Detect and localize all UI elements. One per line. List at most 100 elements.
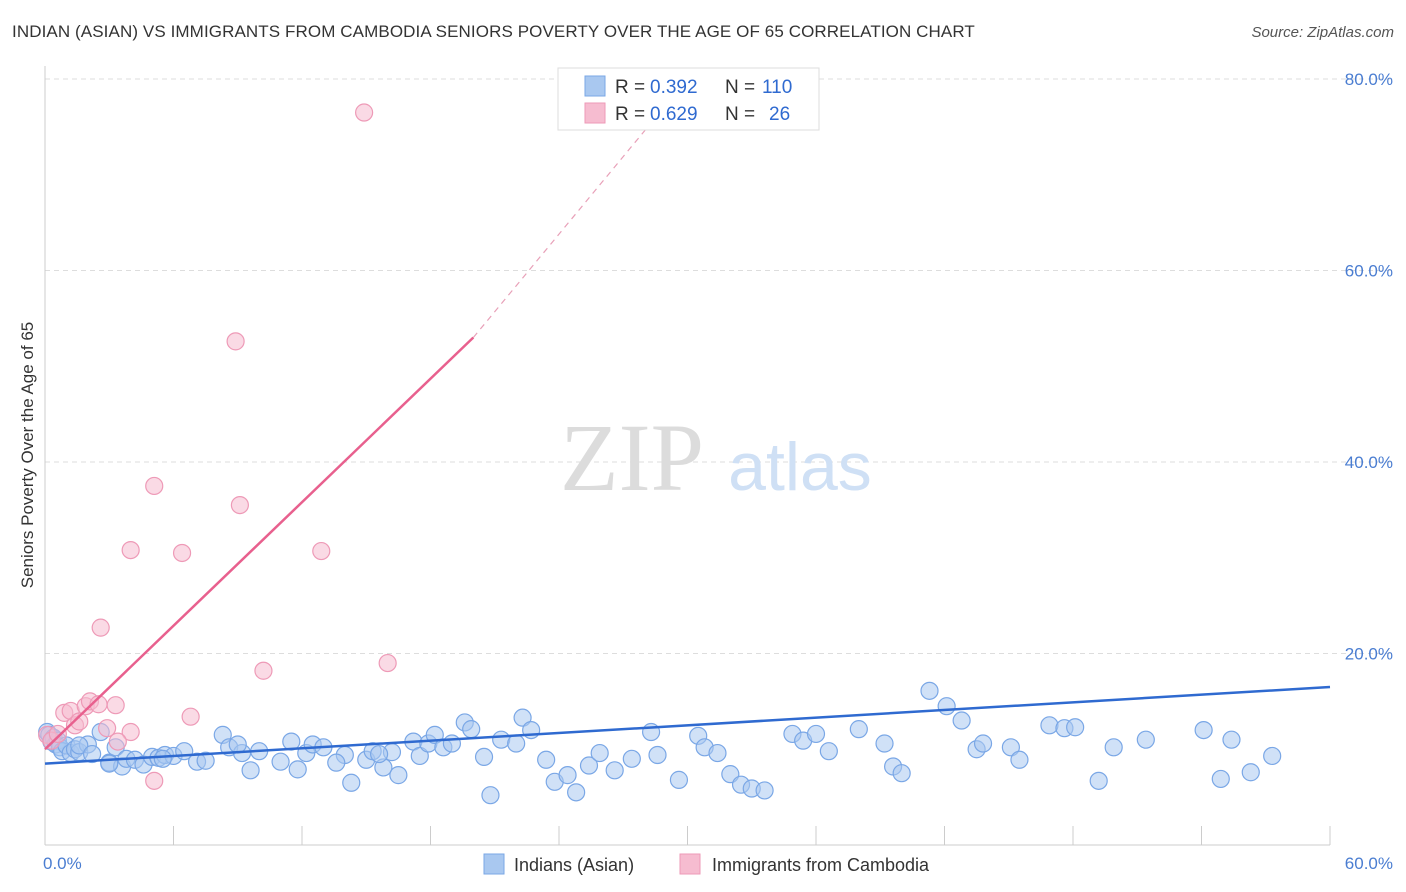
data-point-indians [1066, 718, 1085, 737]
legend-r-value-1: 0.392 [650, 77, 698, 98]
data-point-indians [579, 756, 599, 775]
bottom-legend: Indians (Asian) Immigrants from Cambodia [483, 853, 930, 875]
data-point-indians [370, 744, 389, 764]
data-point-indians [410, 746, 429, 766]
bottom-legend-swatch-pink [679, 853, 701, 875]
legend-n-label-2: N = [725, 104, 755, 125]
data-point-indians [952, 711, 971, 730]
data-point-indians [228, 735, 247, 754]
data-point-indians [849, 720, 868, 739]
data-point-indians [605, 761, 624, 780]
data-point-indians [481, 786, 500, 805]
data-point-indians [507, 734, 526, 753]
axes [44, 66, 1331, 846]
tick-labels: 20.0% 40.0% 60.0% 80.0% 0.0% 60.0% [43, 70, 1393, 873]
data-point-indians [648, 745, 667, 765]
data-point-cambodia [254, 661, 273, 680]
data-point-indians [537, 750, 556, 769]
data-point-indians [558, 766, 577, 785]
legend-n-label-1: N = [725, 77, 755, 98]
watermark-zip: ZIP [560, 404, 704, 511]
legend-r-value-2: 0.629 [650, 104, 698, 125]
data-point-cambodia [98, 719, 117, 738]
data-point-indians [819, 742, 838, 761]
x-tick-label: 60.0% [1345, 854, 1393, 873]
x-tick-label: 0.0% [43, 854, 82, 873]
data-point-cambodia [355, 103, 374, 122]
data-point-indians [622, 749, 641, 768]
data-point-indians [920, 681, 939, 700]
data-point-indians [492, 730, 511, 749]
legend-r-label-2: R = [615, 104, 645, 125]
data-point-indians [1001, 738, 1020, 757]
data-point-indians [806, 724, 826, 744]
data-point-indians [973, 734, 993, 753]
data-point-indians [755, 781, 774, 800]
data-point-indians [875, 734, 894, 753]
data-point-indians [1010, 750, 1029, 769]
data-point-indians [196, 751, 215, 770]
data-point-indians [442, 734, 462, 753]
data-point-indians [1222, 730, 1241, 749]
data-point-indians [1263, 746, 1282, 766]
data-point-indians [892, 764, 911, 783]
data-point-indians [1241, 763, 1260, 782]
trend-line-cambodia [44, 336, 475, 751]
data-point-cambodia [312, 541, 331, 561]
data-point-indians [83, 744, 102, 764]
y-tick-label: 80.0% [1345, 70, 1393, 89]
data-point-indians [1211, 769, 1230, 789]
data-point-indians [70, 736, 89, 755]
data-point-cambodia [230, 495, 249, 515]
data-point-cambodia [48, 724, 67, 744]
y-tick-label: 40.0% [1345, 453, 1393, 472]
series-cambodia [38, 103, 397, 790]
data-point-cambodia [181, 707, 200, 726]
data-point-indians [1104, 738, 1123, 757]
legend-swatch-blue [584, 75, 606, 97]
data-point-cambodia [70, 712, 89, 731]
data-point-cambodia [91, 618, 110, 637]
data-point-indians [241, 761, 260, 780]
data-point-indians [1136, 730, 1155, 749]
watermark: ZIP atlas [560, 404, 872, 511]
data-point-indians [1089, 771, 1108, 790]
y-axis-label: Seniors Poverty Over the Age of 65 [18, 322, 37, 588]
data-point-cambodia [106, 696, 125, 715]
chart-title: INDIAN (ASIAN) VS IMMIGRANTS FROM CAMBOD… [12, 22, 975, 41]
legend-r-label-1: R = [615, 77, 645, 98]
data-point-cambodia [172, 543, 192, 563]
data-point-indians [1194, 720, 1213, 740]
data-point-indians [342, 773, 361, 792]
legend: R = 0.392 N = 110 R = 0.629 N = 26 [557, 67, 820, 131]
source-label: Source: ZipAtlas.com [1251, 24, 1394, 41]
data-point-indians [708, 743, 727, 763]
data-point-cambodia [378, 653, 397, 673]
bottom-legend-label-blue: Indians (Asian) [514, 855, 634, 875]
data-point-indians [1040, 716, 1059, 735]
data-point-cambodia [121, 722, 140, 742]
watermark-atlas: atlas [728, 429, 872, 505]
data-point-cambodia [226, 332, 245, 351]
data-point-indians [567, 783, 586, 802]
data-point-cambodia [121, 540, 140, 560]
legend-n-value-1: 110 [762, 77, 792, 98]
data-point-indians [474, 747, 494, 767]
data-point-indians [288, 760, 307, 779]
data-point-cambodia [108, 732, 127, 751]
gridlines [45, 78, 1393, 654]
legend-n-value-2: 26 [769, 104, 790, 125]
data-point-indians [669, 770, 689, 789]
trend-line-indians [44, 685, 1331, 765]
data-point-indians [271, 752, 290, 771]
data-point-indians [513, 708, 532, 727]
y-tick-label: 60.0% [1345, 262, 1393, 281]
data-point-cambodia [145, 476, 164, 496]
data-point-indians [389, 766, 408, 785]
data-point-indians [462, 720, 481, 739]
data-point-indians [100, 754, 119, 773]
data-point-indians [590, 743, 609, 763]
data-point-cambodia [145, 771, 164, 790]
data-point-indians [327, 753, 346, 772]
